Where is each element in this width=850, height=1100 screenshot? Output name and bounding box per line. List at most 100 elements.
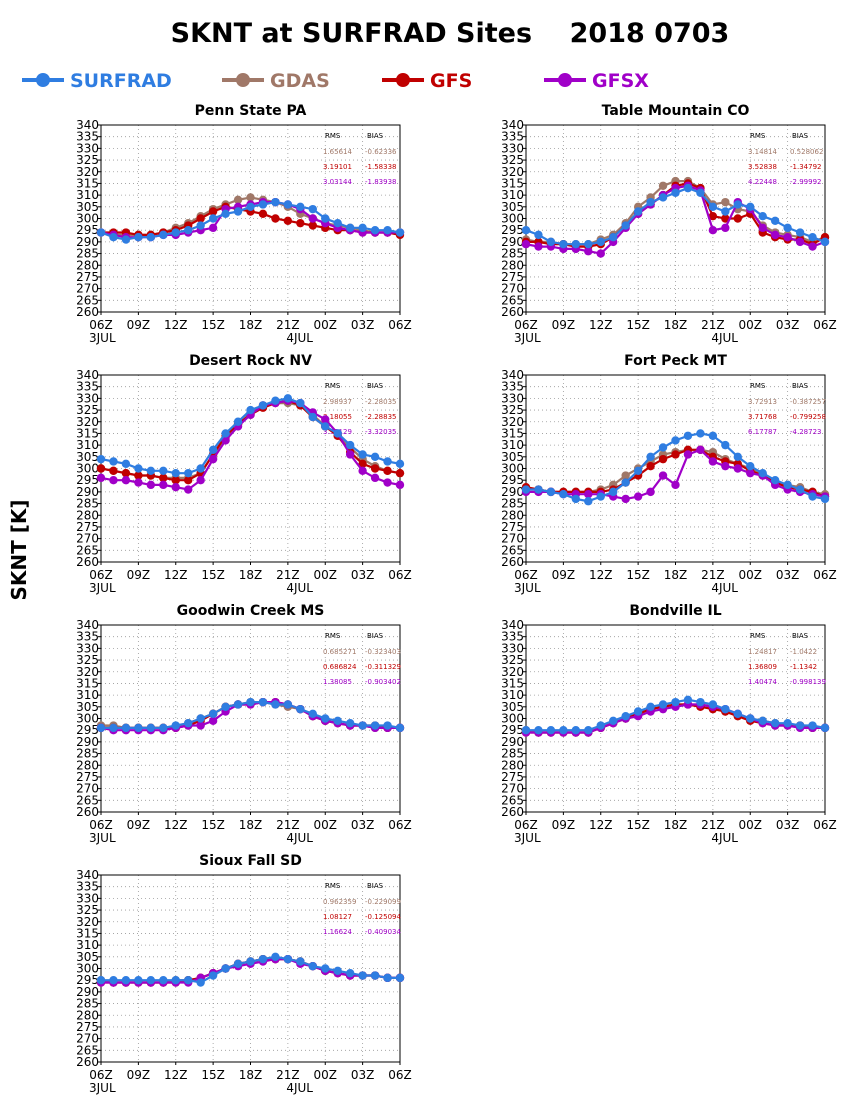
- x-tick-label: 00Z: [314, 318, 338, 332]
- y-tick-label: 315: [76, 176, 99, 190]
- data-point: [208, 214, 218, 223]
- y-tick-label: 260: [76, 555, 99, 569]
- y-tick-label: 320: [76, 665, 99, 679]
- data-point: [271, 396, 280, 405]
- data-point: [395, 723, 405, 733]
- data-point: [609, 716, 618, 726]
- data-point: [321, 714, 330, 723]
- data-point: [546, 487, 556, 497]
- data-point: [621, 494, 630, 504]
- stat-header-bias: BIAS: [792, 632, 809, 640]
- x-tick-label: 12Z: [164, 318, 188, 332]
- stat-bias-gdas: -0.323403: [365, 648, 401, 656]
- stat-rms-gdas: 0.685271: [323, 648, 356, 656]
- y-tick-label: 270: [501, 532, 524, 546]
- data-point: [370, 464, 380, 473]
- panel-bondville-il: Bondville IL2602652702752802852902953003…: [501, 603, 837, 845]
- data-point: [208, 716, 218, 726]
- data-point: [246, 202, 255, 212]
- plot-area: [101, 875, 400, 1062]
- stat-header-bias: BIAS: [367, 632, 384, 640]
- stat-rms-gfs: 3.52838: [748, 163, 777, 171]
- data-point: [196, 464, 205, 473]
- data-point: [296, 218, 305, 228]
- data-point: [171, 468, 180, 478]
- data-point: [171, 228, 180, 237]
- stat-rms-gfs: 1.36809: [748, 663, 777, 671]
- y-tick-label: 305: [76, 200, 99, 214]
- x-tick-label: 06Z: [813, 818, 837, 832]
- data-point: [770, 216, 780, 226]
- data-point: [258, 209, 268, 219]
- data-point: [308, 204, 317, 214]
- data-point: [395, 480, 405, 490]
- y-tick-label: 270: [76, 782, 99, 796]
- data-point: [683, 183, 693, 193]
- data-point: [696, 429, 705, 438]
- stat-header-bias: BIAS: [367, 882, 384, 890]
- y-tick-label: 325: [501, 653, 524, 667]
- stat-rms-gfs: 0.686824: [323, 663, 357, 671]
- data-point: [395, 973, 405, 983]
- data-point: [296, 202, 305, 212]
- x-tick-label: 03Z: [351, 818, 375, 832]
- data-point: [208, 709, 218, 719]
- data-point: [621, 478, 630, 487]
- y-tick-label: 335: [501, 130, 524, 144]
- data-point: [134, 471, 143, 480]
- x-date-label: 3JUL: [89, 1081, 116, 1095]
- data-point: [671, 188, 680, 197]
- x-tick-label: 00Z: [739, 318, 763, 332]
- stat-rms-gfsx: 1.16624: [323, 928, 352, 936]
- x-tick-label: 00Z: [739, 818, 763, 832]
- x-date-label: 3JUL: [89, 331, 116, 345]
- data-point: [333, 218, 342, 228]
- data-point: [184, 975, 193, 985]
- data-point: [196, 214, 205, 223]
- data-point: [746, 714, 755, 723]
- data-point: [345, 968, 355, 978]
- data-point: [671, 450, 680, 459]
- x-date-label: 4JUL: [286, 581, 313, 595]
- stat-bias-gdas: -0.387257: [790, 398, 826, 406]
- data-point: [708, 225, 718, 235]
- y-tick-label: 265: [76, 543, 99, 557]
- data-point: [696, 445, 705, 454]
- data-point: [196, 721, 205, 730]
- data-point: [96, 473, 106, 483]
- x-tick-label: 06Z: [813, 568, 837, 582]
- y-tick-label: 270: [76, 1032, 99, 1046]
- stat-header-bias: BIAS: [367, 382, 384, 390]
- data-point: [795, 228, 805, 237]
- data-point: [746, 202, 755, 212]
- x-tick-label: 06Z: [388, 568, 412, 582]
- data-point: [808, 233, 817, 242]
- data-point: [221, 429, 230, 438]
- data-point: [584, 725, 593, 735]
- x-tick-label: 12Z: [589, 318, 613, 332]
- stat-rms-gfs: 1.08127: [323, 913, 352, 921]
- plot-area: [526, 375, 825, 562]
- stat-header-rms: RMS: [325, 882, 341, 890]
- data-point: [633, 207, 643, 216]
- panel-title: Fort Peck MT: [624, 353, 727, 369]
- data-point: [184, 718, 193, 728]
- x-tick-label: 15Z: [201, 818, 225, 832]
- data-point: [721, 440, 730, 450]
- data-point: [345, 718, 355, 728]
- y-tick-label: 300: [76, 462, 99, 476]
- data-point: [746, 461, 755, 471]
- data-point: [221, 964, 230, 973]
- y-tick-label: 335: [76, 130, 99, 144]
- x-tick-label: 06Z: [388, 818, 412, 832]
- data-point: [696, 697, 705, 707]
- legend-marker-gfsx: [558, 73, 572, 87]
- data-point: [333, 966, 342, 976]
- data-point: [233, 195, 243, 204]
- data-point: [671, 436, 680, 445]
- y-tick-label: 295: [501, 223, 524, 237]
- x-tick-label: 15Z: [201, 318, 225, 332]
- data-point: [795, 237, 805, 247]
- data-point: [134, 478, 143, 487]
- x-date-label: 4JUL: [711, 831, 738, 845]
